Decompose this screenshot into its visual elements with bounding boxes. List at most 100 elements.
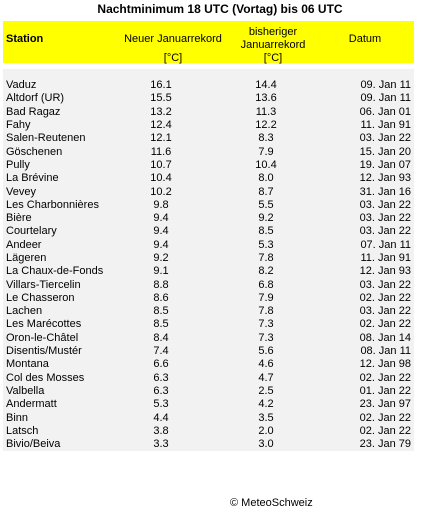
- header-date: Datum: [348, 33, 382, 45]
- table-row: Latsch 3.8 2.0 02. Jan 22: [3, 425, 414, 438]
- station-cell: Villars-Tiercelin: [6, 278, 81, 291]
- date-cell: 02. Jan 22: [359, 371, 411, 384]
- new-record-cell: 9.8: [153, 198, 169, 211]
- station-cell: Göschenen: [6, 145, 63, 158]
- old-record-cell: 8.0: [258, 172, 274, 185]
- new-record-cell: 10.7: [150, 158, 172, 171]
- old-record-cell: 2.5: [258, 384, 274, 397]
- header-old-record-line1: bisheriger: [248, 26, 298, 38]
- date-cell: 03. Jan 22: [359, 305, 411, 318]
- old-record-cell: 7.3: [258, 318, 274, 331]
- table-row: Vevey 10.2 8.7 31. Jan 16: [3, 185, 414, 198]
- header-new-record: Neuer Januarrekord: [124, 33, 222, 45]
- old-record-cell: 11.3: [255, 105, 277, 118]
- header-old-record-line2: Januarrekord: [240, 39, 306, 51]
- table-row: Le Chasseron 8.6 7.9 02. Jan 22: [3, 292, 414, 305]
- new-record-cell: 8.5: [153, 305, 169, 318]
- date-cell: 11. Jan 91: [360, 252, 411, 264]
- date-cell: 02. Jan 22: [359, 411, 411, 424]
- table-row: Villars-Tiercelin 8.8 6.8 03. Jan 22: [3, 278, 414, 291]
- old-record-cell: 2.0: [258, 424, 274, 437]
- old-record-cell: 8.2: [258, 265, 274, 278]
- station-cell: Lägeren: [6, 252, 47, 264]
- new-record-cell: 8.5: [153, 318, 169, 331]
- new-record-cell: 6.3: [153, 384, 169, 397]
- date-cell: 08. Jan 11: [360, 345, 411, 358]
- table-row: Altdorf (UR) 15.5 13.6 09. Jan 11: [3, 92, 414, 105]
- old-record-cell: 9.2: [258, 212, 274, 225]
- date-cell: 12. Jan 93: [359, 265, 411, 278]
- old-record-cell: 5.5: [258, 198, 274, 211]
- unit-new: [°C]: [163, 52, 183, 64]
- old-record-cell: 14.4: [255, 79, 277, 92]
- old-record-cell: 12.2: [255, 119, 277, 132]
- station-cell: Disentis/Mustér: [6, 345, 82, 358]
- old-record-cell: 8.7: [258, 185, 274, 198]
- table-row: Binn 4.4 3.5 02. Jan 22: [3, 411, 414, 424]
- old-record-cell: 7.8: [258, 305, 274, 318]
- table-row: Andeer 9.4 5.3 07. Jan 11: [3, 239, 414, 252]
- records-table: Vaduz 16.1 14.4 09. Jan 11 Altdorf (UR) 15.5 1…: [3, 79, 414, 452]
- spacer-row: [3, 69, 414, 79]
- table-row: Col des Mosses 6.3 4.7 02. Jan 22: [3, 372, 414, 385]
- new-record-cell: 6.3: [153, 371, 169, 384]
- station-cell: Bad Ragaz: [6, 105, 61, 118]
- table-row: Fahy 12.4 12.2 11. Jan 91: [3, 119, 414, 132]
- table-row: Vaduz 16.1 14.4 09. Jan 11: [3, 79, 414, 92]
- table-row: La Brévine 10.4 8.0 12. Jan 93: [3, 172, 414, 185]
- date-cell: 15. Jan 20: [359, 145, 411, 158]
- date-cell: 03. Jan 22: [359, 212, 411, 225]
- date-cell: 12. Jan 98: [359, 358, 411, 371]
- station-cell: Col des Mosses: [6, 371, 85, 384]
- table-row: Lachen 8.5 7.8 03. Jan 22: [3, 305, 414, 318]
- station-cell: Salen-Reutenen: [6, 132, 86, 145]
- station-cell: Lachen: [6, 305, 43, 318]
- old-record-cell: 7.9: [258, 291, 274, 304]
- new-record-cell: 16.1: [150, 79, 172, 92]
- new-record-cell: 11.6: [150, 145, 172, 158]
- new-record-cell: 5.3: [153, 398, 169, 411]
- old-record-cell: 10.4: [255, 158, 277, 171]
- old-record-cell: 13.6: [255, 92, 277, 105]
- date-cell: 03. Jan 22: [359, 225, 411, 238]
- date-cell: 02. Jan 22: [359, 291, 411, 304]
- new-record-cell: 9.4: [153, 238, 169, 251]
- station-cell: Courtelary: [6, 225, 57, 238]
- header-row: [3, 21, 414, 63]
- date-cell: 02. Jan 22: [359, 318, 411, 331]
- new-record-cell: 9.1: [153, 265, 169, 278]
- table-row: La Chaux-de-Fonds 9.1 8.2 12. Jan 93: [3, 265, 414, 278]
- table-row: Les Charbonnières 9.8 5.5 03. Jan 22: [3, 199, 414, 212]
- table-row: Bière 9.4 9.2 03. Jan 22: [3, 212, 414, 225]
- table-row: Montana 6.6 4.6 12. Jan 98: [3, 358, 414, 371]
- old-record-cell: 7.8: [258, 252, 274, 264]
- table-row: Andermatt 5.3 4.2 23. Jan 97: [3, 398, 414, 411]
- copyright: © MeteoSchweiz: [230, 497, 313, 509]
- table-row: Bad Ragaz 13.2 11.3 06. Jan 01: [3, 106, 414, 119]
- old-record-cell: 8.3: [258, 132, 274, 145]
- new-record-cell: 12.1: [150, 132, 172, 145]
- old-record-cell: 3.0: [258, 438, 274, 451]
- station-cell: Les Charbonnières: [6, 198, 99, 211]
- date-cell: 11. Jan 91: [360, 119, 411, 132]
- station-cell: Vevey: [6, 185, 36, 198]
- date-cell: 12. Jan 93: [359, 172, 411, 185]
- station-cell: La Brévine: [6, 172, 59, 185]
- date-cell: 19. Jan 07: [359, 158, 411, 171]
- station-cell: Latsch: [6, 424, 39, 437]
- new-record-cell: 9.4: [153, 212, 169, 225]
- new-record-cell: 3.3: [153, 438, 169, 451]
- new-record-cell: 8.6: [153, 291, 169, 304]
- header-station: Station: [6, 33, 44, 45]
- date-cell: 06. Jan 01: [359, 105, 411, 118]
- date-cell: 03. Jan 22: [359, 132, 411, 145]
- old-record-cell: 4.6: [258, 358, 274, 371]
- table-row: Courtelary 9.4 8.5 03. Jan 22: [3, 225, 414, 238]
- new-record-cell: 13.2: [150, 105, 172, 118]
- station-cell: Andeer: [6, 238, 42, 251]
- old-record-cell: 4.2: [258, 398, 274, 411]
- table-row: Salen-Reutenen 12.1 8.3 03. Jan 22: [3, 132, 414, 145]
- station-cell: Pully: [6, 158, 30, 171]
- table-row: Göschenen 11.6 7.9 15. Jan 20: [3, 145, 414, 158]
- date-cell: 09. Jan 11: [360, 79, 411, 92]
